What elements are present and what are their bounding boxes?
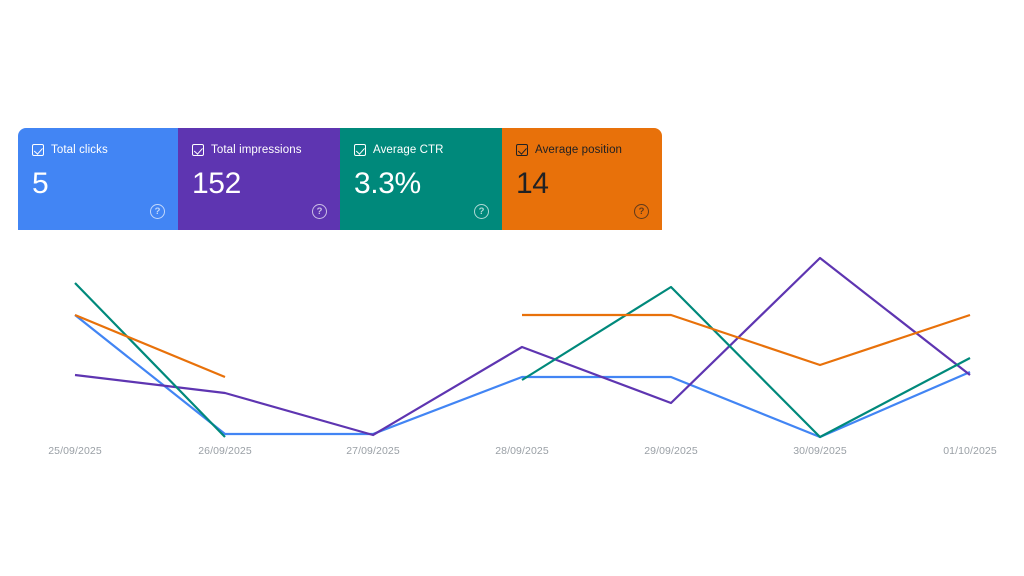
metric-header-total-impressions: Total impressions [192, 142, 302, 158]
metric-label-total-impressions: Total impressions [211, 143, 302, 156]
metric-cards-row: Total clicks 5? Total impressions 152? Avera… [18, 128, 662, 230]
metric-value-average-ctr: 3.3% [354, 167, 421, 200]
metric-value-total-clicks: 5 [32, 167, 49, 200]
metric-label-average-position: Average position [535, 143, 623, 156]
chart-series-group [74, 256, 971, 439]
metric-card-average-position[interactable]: Average position 14? [502, 128, 662, 230]
x-axis-tick-labels: 25/09/2025 26/09/2025 27/09/2025 28/09/2025… [0, 444, 1024, 464]
performance-chart[interactable] [0, 236, 1024, 466]
x-axis-tick-label: 30/09/2025 [793, 445, 847, 457]
chart-line-average-position-seg1 [522, 313, 971, 367]
x-axis-tick-label: 01/10/2025 [943, 445, 997, 457]
metric-label-average-ctr: Average CTR [373, 143, 444, 156]
chart-line-average-ctr-seg0 [74, 282, 226, 438]
help-circle-icon[interactable]: ? [474, 204, 489, 219]
checkbox-checked-icon[interactable] [354, 144, 366, 156]
metric-card-average-ctr[interactable]: Average CTR 3.3%? [340, 128, 502, 230]
metric-header-average-position: Average position [516, 142, 622, 158]
metric-label-total-clicks: Total clicks [51, 143, 108, 156]
x-axis-tick-label: 28/09/2025 [495, 445, 549, 457]
metric-header-average-ctr: Average CTR [354, 142, 444, 158]
chart-line-average-ctr-seg1 [521, 285, 971, 439]
metric-value-average-position: 14 [516, 167, 549, 200]
x-axis-tick-label: 27/09/2025 [346, 445, 400, 457]
x-axis-tick-label: 29/09/2025 [644, 445, 698, 457]
metric-card-total-impressions[interactable]: Total impressions 152? [178, 128, 340, 230]
help-circle-icon[interactable]: ? [150, 204, 165, 219]
chart-line-total-impressions [74, 256, 971, 437]
chart-line-total-clicks [74, 314, 971, 439]
x-axis-tick-label: 25/09/2025 [48, 445, 102, 457]
chart-line-average-position-seg0 [74, 313, 226, 379]
help-circle-icon[interactable]: ? [634, 204, 649, 219]
checkbox-checked-icon[interactable] [32, 144, 44, 156]
x-axis-tick-label: 26/09/2025 [198, 445, 252, 457]
metric-value-total-impressions: 152 [192, 167, 241, 200]
metric-header-total-clicks: Total clicks [32, 142, 108, 158]
metric-card-total-clicks[interactable]: Total clicks 5? [18, 128, 178, 230]
checkbox-checked-icon[interactable] [516, 144, 528, 156]
help-circle-icon[interactable]: ? [312, 204, 327, 219]
performance-chart-svg [74, 256, 971, 439]
checkbox-checked-icon[interactable] [192, 144, 204, 156]
